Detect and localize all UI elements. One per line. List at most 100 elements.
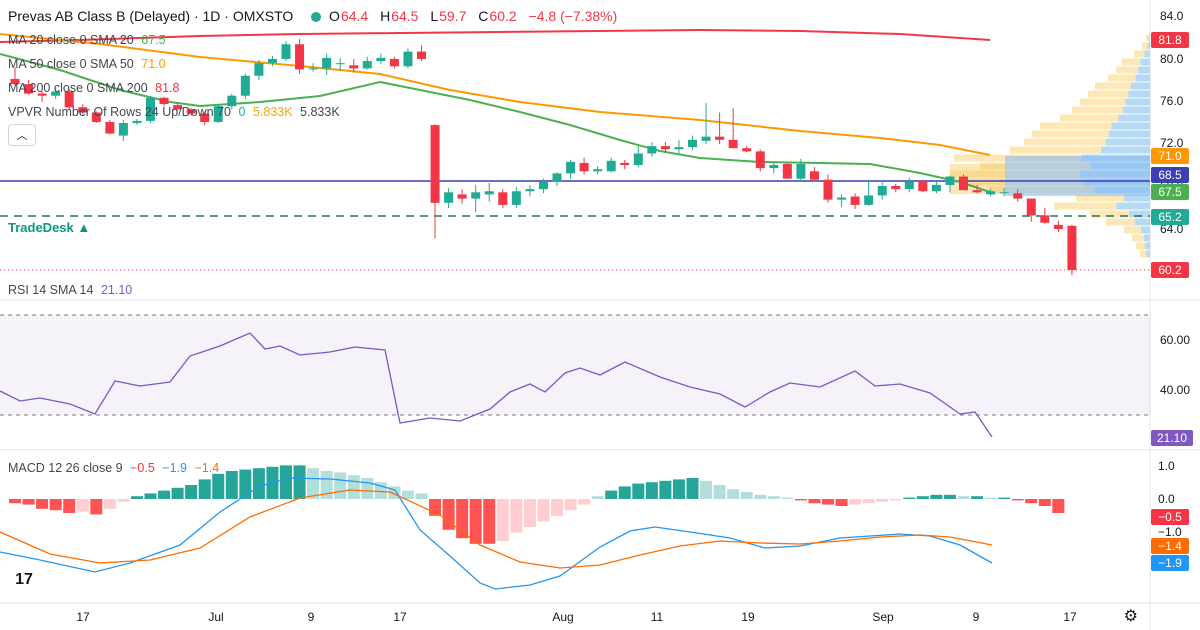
macd-histogram-bar bbox=[984, 497, 997, 499]
vpvr-up-bar bbox=[1105, 138, 1150, 146]
candle-body bbox=[1026, 198, 1036, 216]
candle-body bbox=[986, 191, 996, 195]
candle-body bbox=[457, 194, 467, 199]
price-tick-label: 64.0 bbox=[1160, 222, 1184, 236]
candle-body bbox=[823, 179, 833, 200]
candle-body bbox=[213, 106, 223, 122]
macd-histogram-bar bbox=[9, 499, 21, 504]
vpvr-down-bar bbox=[1060, 114, 1119, 122]
ma50-line bbox=[0, 33, 991, 156]
macd-histogram-bar bbox=[876, 499, 889, 502]
macd-histogram-bar bbox=[672, 479, 685, 499]
vpvr-up-bar bbox=[1130, 82, 1150, 90]
macd-histogram-bar bbox=[63, 499, 76, 513]
price-badge bbox=[1151, 262, 1189, 278]
vpvr-up-bar bbox=[1138, 66, 1150, 74]
macd-histogram-bar bbox=[171, 487, 184, 499]
macd-histogram-bar bbox=[659, 480, 672, 499]
macd-histogram-bar bbox=[307, 468, 320, 499]
vpvr-up-bar bbox=[1147, 42, 1150, 50]
candle-body bbox=[1013, 193, 1023, 199]
settings-gear-icon[interactable]: ⚙ bbox=[1123, 608, 1138, 625]
rsi-badge bbox=[1151, 430, 1193, 446]
price-badge bbox=[1151, 184, 1189, 200]
macd-histogram-bar bbox=[998, 497, 1011, 499]
macd-histogram-bar bbox=[1052, 499, 1065, 513]
macd-histogram-bar bbox=[523, 499, 536, 527]
vpvr-up-bar bbox=[1108, 130, 1150, 138]
vpvr-up-bar bbox=[1146, 250, 1150, 258]
macd-histogram-bar bbox=[49, 499, 62, 511]
vpvr-down-bar bbox=[1132, 234, 1144, 242]
macd-histogram-bar bbox=[130, 496, 143, 499]
vpvr-up-bar bbox=[1101, 146, 1150, 154]
macd-histogram-bar bbox=[943, 494, 956, 499]
candle-body bbox=[593, 169, 603, 172]
price-badge-label: 81.8 bbox=[1158, 33, 1182, 47]
candle-body bbox=[999, 192, 1009, 194]
candle-body bbox=[322, 57, 332, 69]
candle-body bbox=[295, 44, 305, 70]
ma20-line bbox=[0, 53, 991, 193]
candle-body bbox=[579, 162, 589, 172]
macd-histogram-bar bbox=[415, 493, 428, 499]
price-badge bbox=[1151, 32, 1189, 48]
macd-histogram-bar bbox=[76, 499, 89, 512]
macd-histogram-bar bbox=[645, 482, 658, 499]
time-axis-label: Aug bbox=[552, 610, 573, 624]
vpvr-down-bar bbox=[1140, 250, 1147, 258]
vpvr-up-bar bbox=[1124, 194, 1150, 202]
candle-body bbox=[51, 91, 61, 96]
macd-badge bbox=[1151, 555, 1189, 571]
vpvr-down-bar bbox=[1072, 106, 1123, 114]
macd-histogram-bar bbox=[930, 494, 943, 499]
candle-body bbox=[877, 186, 887, 196]
macd-histogram-bar bbox=[862, 499, 875, 504]
candle-body bbox=[389, 58, 399, 67]
macd-histogram-bar bbox=[700, 480, 713, 499]
tradingview-logo-icon[interactable]: 17 bbox=[8, 566, 40, 594]
macd-histogram-bar bbox=[808, 499, 821, 504]
candle-body bbox=[620, 162, 630, 165]
macd-histogram-bar bbox=[225, 471, 238, 499]
macd-histogram-bar bbox=[212, 473, 225, 499]
macd-histogram-bar bbox=[754, 494, 767, 499]
macd-histogram-bar bbox=[280, 465, 292, 499]
collapse-legend-button[interactable]: ︿ bbox=[8, 124, 36, 146]
macd-histogram-bar bbox=[1011, 499, 1024, 501]
macd-histogram-bar bbox=[144, 493, 157, 499]
macd-line bbox=[0, 477, 993, 590]
candle-body bbox=[1053, 224, 1063, 230]
candle-body bbox=[362, 61, 372, 69]
chevron-up-icon: ︿ bbox=[16, 130, 28, 142]
vpvr-down-bar bbox=[1095, 82, 1131, 90]
vpvr-up-bar bbox=[1129, 210, 1150, 218]
macd-histogram-bar bbox=[835, 499, 848, 506]
macd-histogram-bar bbox=[320, 471, 333, 499]
candle-body bbox=[118, 123, 128, 136]
macd-histogram-bar bbox=[347, 475, 360, 499]
vpvr-down-bar bbox=[1142, 42, 1148, 50]
macd-tick-label: −1.0 bbox=[1158, 525, 1182, 539]
macd-histogram-bar bbox=[564, 499, 577, 511]
candle-body bbox=[837, 197, 847, 200]
candle-body bbox=[755, 151, 765, 169]
macd-histogram-bar bbox=[1038, 499, 1051, 506]
candle-body bbox=[688, 139, 697, 148]
macd-histogram-bar bbox=[605, 490, 618, 499]
time-axis-label: 17 bbox=[1063, 610, 1077, 624]
macd-histogram-bar bbox=[293, 465, 306, 499]
macd-badge-label: −0.5 bbox=[1158, 510, 1182, 524]
time-axis-label: 17 bbox=[76, 610, 90, 624]
time-axis-label: Jul bbox=[208, 610, 223, 624]
time-axis-label: Sep bbox=[872, 610, 894, 624]
candle-body bbox=[525, 189, 535, 192]
price-badge-label: 60.2 bbox=[1158, 263, 1182, 277]
macd-histogram-bar bbox=[1025, 499, 1038, 504]
candle-body bbox=[728, 139, 738, 149]
candle-body bbox=[891, 186, 901, 190]
rsi-tick-label: 40.00 bbox=[1160, 383, 1190, 397]
candle-body bbox=[538, 181, 548, 190]
